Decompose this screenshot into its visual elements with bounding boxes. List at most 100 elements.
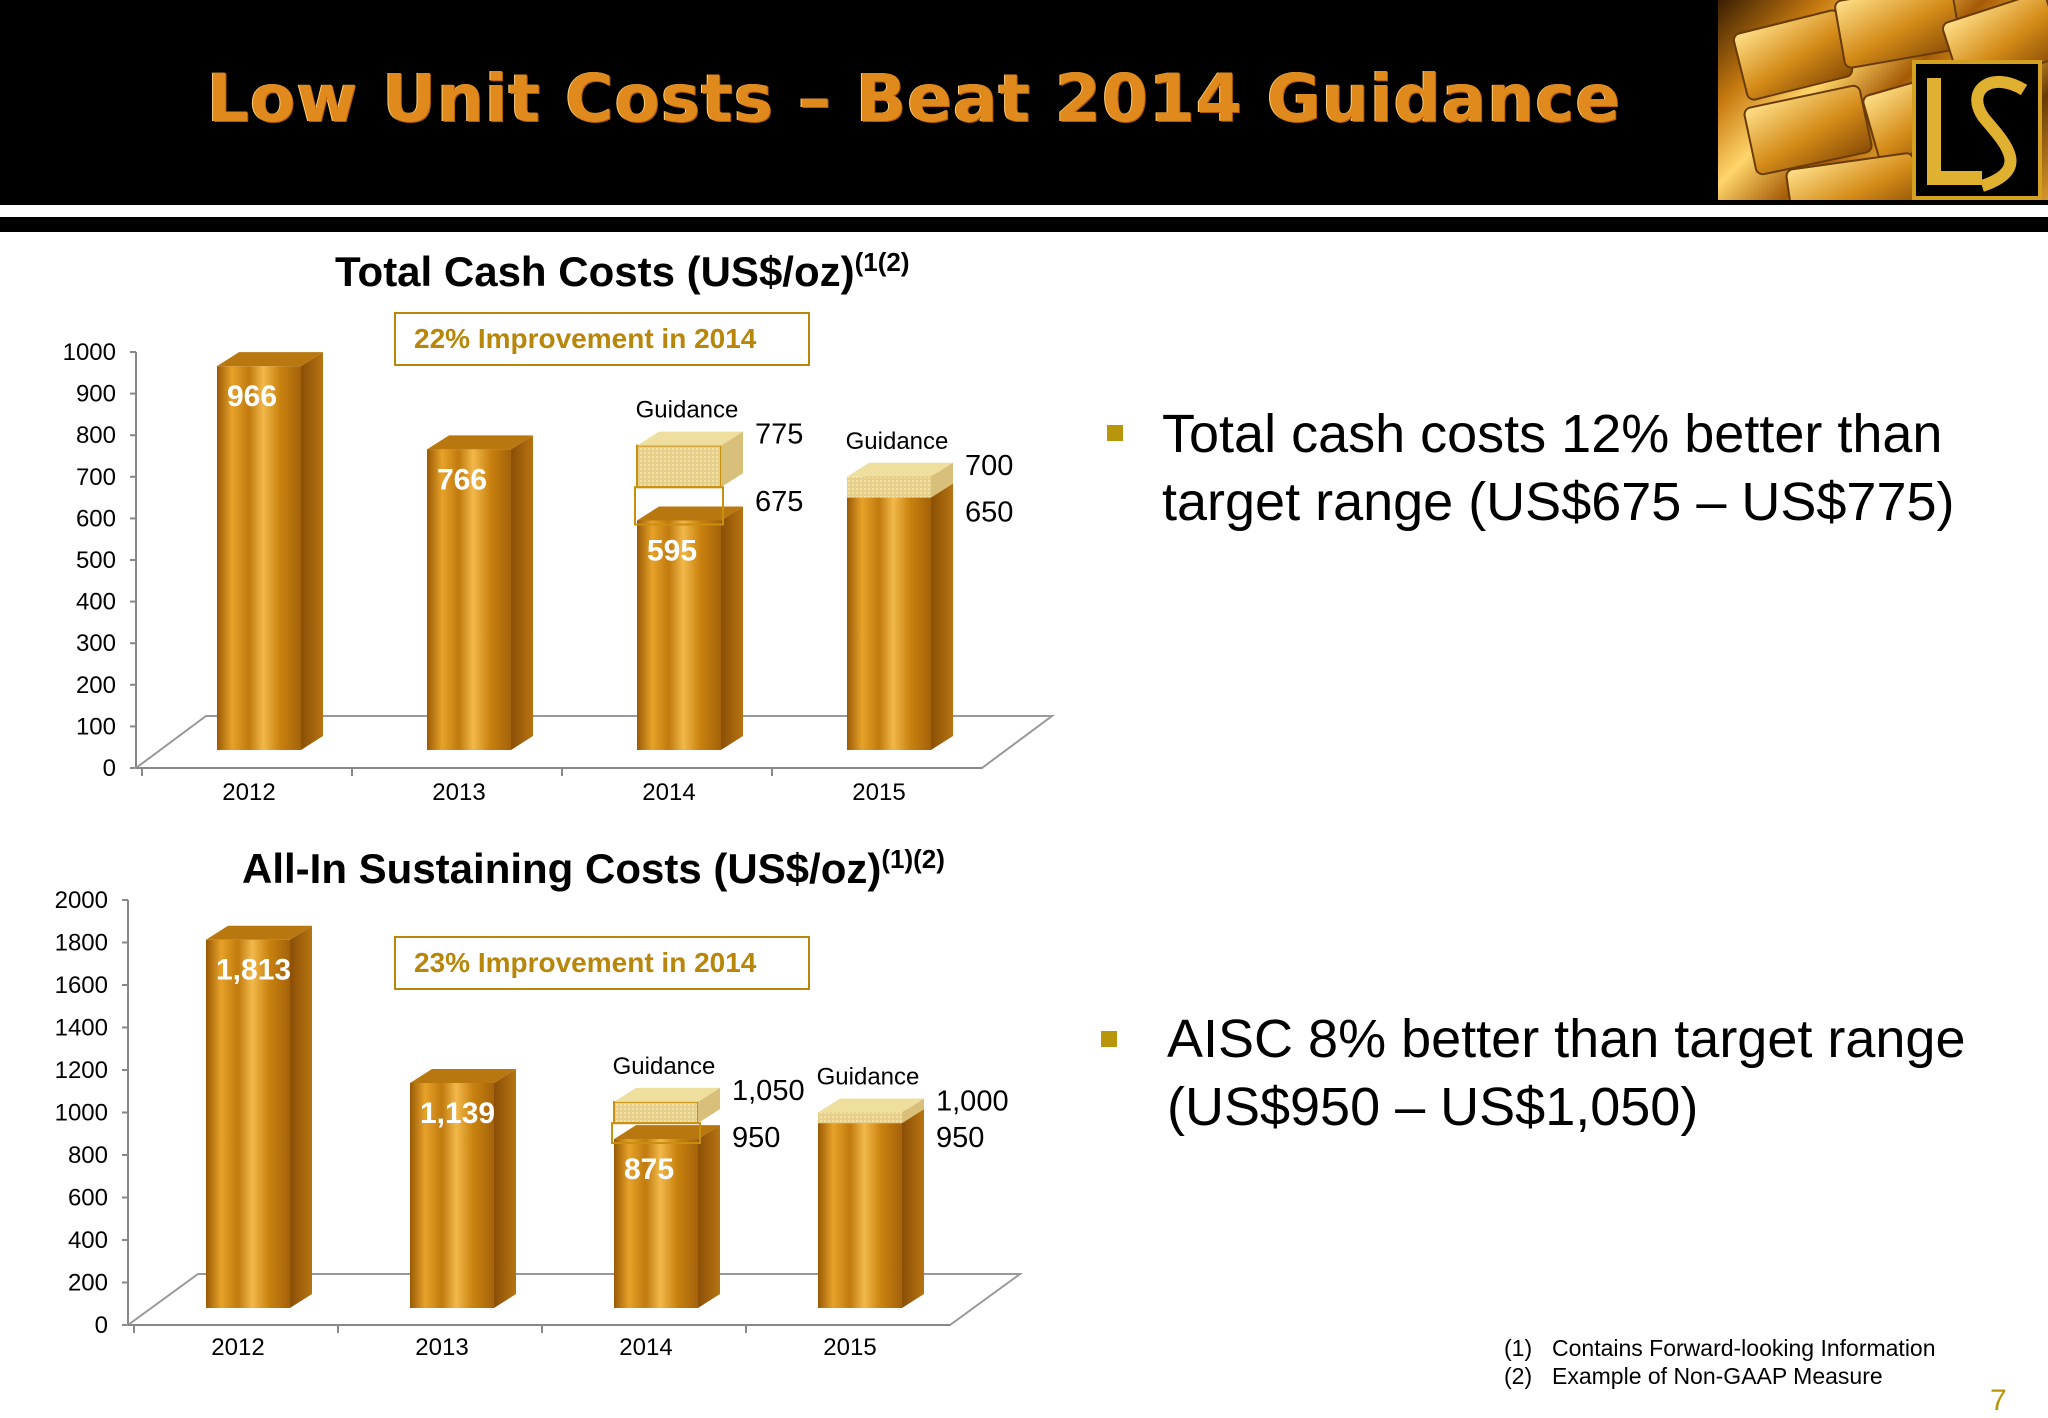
chart2-guidance-side bbox=[698, 1087, 720, 1124]
chart2-y-tick-label: 1000 bbox=[55, 1100, 108, 1127]
bullet1-text: Total cash costs 12% better than target … bbox=[1162, 404, 1955, 532]
chart1-y-tick-label: 500 bbox=[76, 547, 116, 574]
chart1-guidance-top bbox=[847, 462, 953, 477]
chart1-category-label: 2013 bbox=[432, 779, 485, 806]
chart2-category-label: 2015 bbox=[823, 1334, 876, 1361]
chart2-y-tick-label: 1400 bbox=[55, 1015, 108, 1042]
chart2-guidance-range bbox=[613, 1100, 699, 1125]
chart2-bar bbox=[614, 1139, 698, 1308]
chart1-guidance-high-label: 775 bbox=[755, 419, 803, 451]
chart2-guidance-side bbox=[902, 1098, 924, 1124]
chart1-guidance-side bbox=[931, 462, 953, 498]
chart2-value-label: 1,139 bbox=[420, 1097, 495, 1130]
header-rule-white bbox=[0, 205, 2048, 217]
chart1-y-tick-label: 900 bbox=[76, 381, 116, 408]
chart2-bar bbox=[410, 1082, 494, 1308]
chart2-guidance-top bbox=[818, 1098, 924, 1113]
chart1-improvement-callout: 22% Improvement in 2014 bbox=[394, 312, 810, 366]
chart1-y-tick-label: 100 bbox=[76, 713, 116, 740]
chart1-guidance-low-label: 650 bbox=[965, 497, 1013, 529]
chart2-bar-side bbox=[290, 925, 312, 1308]
chart1-guidance-label: Guidance bbox=[846, 428, 949, 455]
chart1-category-label: 2012 bbox=[222, 779, 275, 806]
chart2-y-tick-label: 200 bbox=[68, 1270, 108, 1297]
chart2-guidance-label: Guidance bbox=[817, 1064, 920, 1091]
chart2-guidance-high-label: 1,000 bbox=[936, 1086, 1009, 1118]
chart2-bar bbox=[818, 1123, 902, 1308]
header-bar: Low Unit Costs – Beat 2014 Guidance bbox=[0, 0, 2048, 205]
chart1-guidance-label: Guidance bbox=[636, 397, 739, 424]
chart1-bar bbox=[637, 520, 721, 750]
chart2-bar-side bbox=[494, 1068, 516, 1308]
chart2-y-tick-label: 600 bbox=[68, 1185, 108, 1212]
chart2-y-tick-label: 800 bbox=[68, 1142, 108, 1169]
footnote-1: (1) Contains Forward-looking Information bbox=[1504, 1335, 1936, 1362]
chart1-category-label: 2015 bbox=[852, 779, 905, 806]
chart1-value-label: 595 bbox=[647, 534, 697, 567]
chart2-guidance-top bbox=[614, 1087, 720, 1102]
page-number: 7 bbox=[1990, 1384, 2007, 1417]
chart1-bar-top bbox=[637, 506, 743, 521]
chart1-y-tick-label: 300 bbox=[76, 630, 116, 657]
chart1-guidance-side bbox=[721, 431, 743, 488]
chart1-category-label: 2014 bbox=[642, 779, 695, 806]
chart2-category-label: 2012 bbox=[211, 1334, 264, 1361]
footnote-1-text: Contains Forward-looking Information bbox=[1552, 1335, 1936, 1361]
footnote-2-text: Example of Non-GAAP Measure bbox=[1552, 1363, 1883, 1389]
footnote-2-number: (2) bbox=[1504, 1363, 1533, 1389]
chart2-guidance-high-label: 1,050 bbox=[732, 1075, 805, 1107]
chart2-bar-top bbox=[410, 1068, 516, 1083]
chart2-y-tick-label: 2000 bbox=[55, 887, 108, 914]
chart1-bar bbox=[427, 449, 511, 750]
chart1-y-tick-label: 700 bbox=[76, 464, 116, 491]
chart1-y-tick-label: 1000 bbox=[63, 339, 116, 366]
chart1-y-tick-label: 600 bbox=[76, 505, 116, 532]
chart2-title: All-In Sustaining Costs (US$/oz)(1)(2) bbox=[242, 845, 945, 893]
chart2-value-label: 875 bbox=[624, 1153, 674, 1186]
chart1-title-footnote-ref: (1(2) bbox=[854, 247, 910, 277]
chart2-guidance-range bbox=[818, 1112, 902, 1124]
footnote-1-number: (1) bbox=[1504, 1335, 1533, 1361]
chart1-guidance-low-label: 675 bbox=[755, 486, 803, 518]
chart2-bar-side bbox=[902, 1109, 924, 1308]
chart2-bar-top bbox=[206, 925, 312, 940]
chart1-title-text: Total Cash Costs (US$/oz) bbox=[335, 248, 855, 295]
chart2-bar-side bbox=[698, 1125, 720, 1308]
chart2-bar bbox=[206, 939, 290, 1308]
chart2-y-tick-label: 400 bbox=[68, 1227, 108, 1254]
chart1-y-tick-label: 800 bbox=[76, 422, 116, 449]
chart2-y-tick-label: 1600 bbox=[55, 972, 108, 999]
chart1-guidance-range bbox=[636, 444, 722, 489]
chart1-bar bbox=[847, 487, 931, 750]
chart2-category-label: 2014 bbox=[619, 1334, 672, 1361]
chart2-improvement-callout: 23% Improvement in 2014 bbox=[394, 936, 810, 990]
chart2-y-tick-label: 1800 bbox=[55, 930, 108, 957]
chart1-bar-top bbox=[217, 352, 323, 367]
slide-title: Low Unit Costs – Beat 2014 Guidance bbox=[207, 60, 1622, 137]
chart1-bar-side bbox=[511, 435, 533, 750]
chart1-value-label: 766 bbox=[437, 463, 487, 496]
chart2-category-label: 2013 bbox=[415, 1334, 468, 1361]
bullet2-marker bbox=[1101, 1031, 1117, 1047]
chart1-title: Total Cash Costs (US$/oz)(1(2) bbox=[335, 248, 910, 296]
chart1-guidance-top bbox=[637, 431, 743, 446]
bullet2-text: AISC 8% better than target range (US$950… bbox=[1167, 1009, 1966, 1137]
bullet1-marker bbox=[1107, 425, 1123, 441]
chart1-bar-top bbox=[427, 435, 533, 450]
chart1-bar bbox=[217, 366, 301, 750]
chart2-guidance-low-label: 950 bbox=[732, 1122, 780, 1154]
chart1-value-label: 966 bbox=[227, 380, 277, 413]
chart1-guidance-range bbox=[847, 476, 931, 498]
chart1-bar-side bbox=[301, 352, 323, 750]
chart2-guidance-low-label: 950 bbox=[936, 1122, 984, 1154]
chart2-guidance-gap-outline bbox=[611, 1122, 701, 1145]
chart2-bar-top bbox=[614, 1125, 720, 1140]
chart2-title-text: All-In Sustaining Costs (US$/oz) bbox=[242, 845, 882, 892]
chart2-value-label: 1,813 bbox=[216, 954, 291, 987]
chart1-guidance-high-label: 700 bbox=[965, 450, 1013, 482]
chart1-y-tick-label: 400 bbox=[76, 589, 116, 616]
chart2-title-footnote-ref: (1)(2) bbox=[881, 844, 945, 874]
chart2-guidance-label: Guidance bbox=[613, 1053, 716, 1080]
chart1-y-tick-label: 200 bbox=[76, 672, 116, 699]
